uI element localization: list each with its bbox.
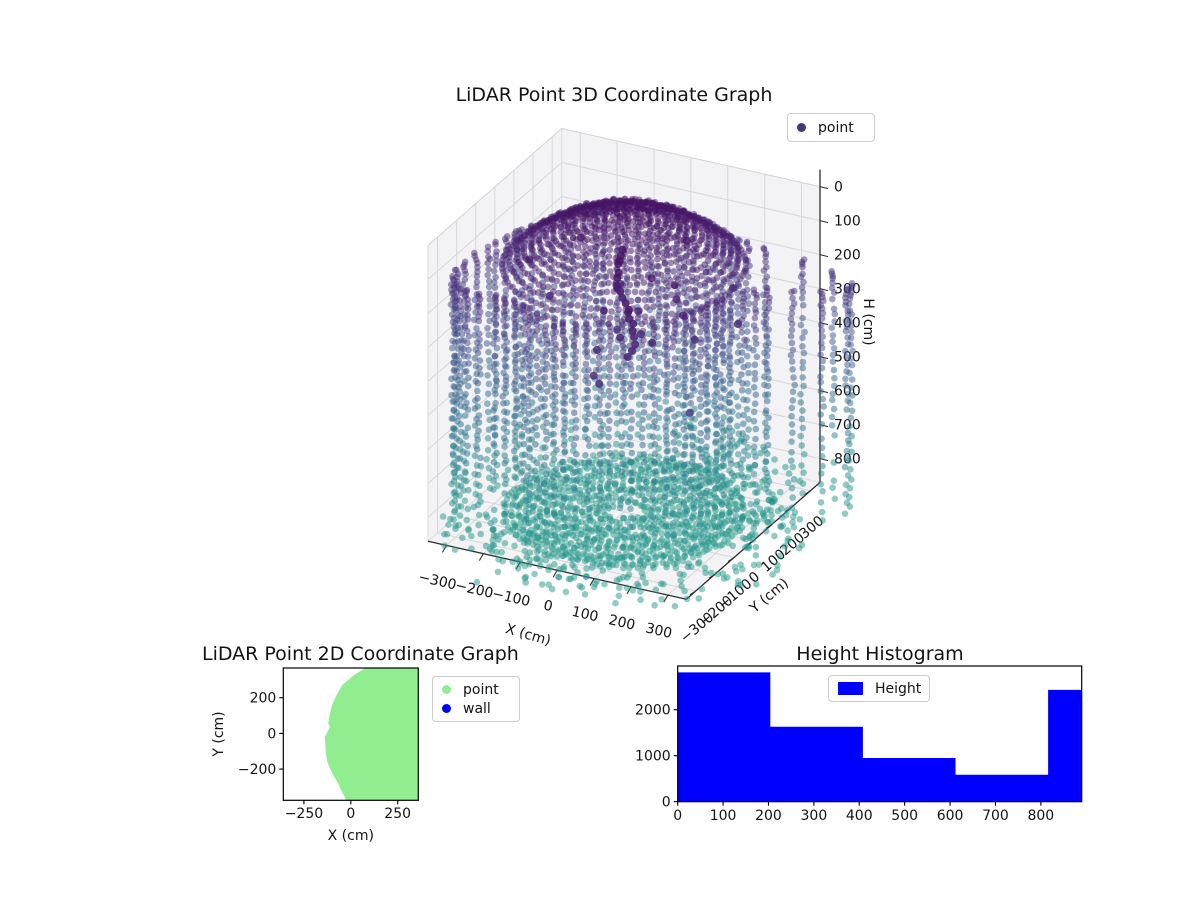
tick-mark [819, 186, 829, 190]
plot2d-title: LiDAR Point 2D Coordinate Graph [202, 643, 519, 665]
hist-legend: Height [828, 675, 930, 702]
plot3d-legend: point [787, 113, 875, 142]
plot2d-legend-label-point: point [463, 681, 499, 698]
tick-label: 200 [607, 612, 637, 634]
legend-row: point [797, 120, 865, 136]
tick-label: 800 [1027, 808, 1054, 824]
tick-mark [478, 553, 484, 561]
legend-row: wall [442, 701, 510, 717]
tick-label: −300 [417, 569, 458, 593]
point-marker-icon [797, 123, 806, 132]
tick-mark [819, 220, 829, 224]
tick-label: 100 [834, 214, 861, 230]
tick-mark [727, 557, 735, 563]
tick-label: 1000 [635, 749, 671, 765]
tick-label: −200 [238, 762, 276, 778]
legend-row: point [442, 682, 510, 698]
tick-label: 300 [801, 808, 828, 824]
plot3d-legend-label: point [818, 119, 854, 136]
tick-mark [689, 590, 697, 596]
hist-title: Height Histogram [796, 643, 964, 665]
hist-frame [677, 665, 1083, 803]
plot2d-point-region [324, 668, 419, 801]
wall-marker-icon [442, 704, 451, 713]
tick-label: 100 [570, 604, 600, 626]
tick-label: 0 [346, 806, 355, 822]
tick-label: 0 [267, 726, 276, 742]
plot2d-legend-label-wall: wall [463, 700, 491, 717]
tick-label: 500 [891, 808, 918, 824]
tick-label: 0 [834, 180, 843, 196]
legend-row: Height [838, 680, 922, 697]
tick-label: 2000 [635, 703, 671, 719]
plot3d-point-cloud [439, 195, 856, 610]
hist-bars [677, 672, 1082, 802]
hist-legend-label: Height [875, 680, 922, 697]
tick-label: 100 [710, 808, 737, 824]
tick-mark [765, 523, 773, 529]
tick-label: 0 [542, 598, 554, 616]
tick-label: 200 [755, 808, 782, 824]
tick-mark [819, 254, 829, 258]
tick-label: 0 [662, 795, 671, 811]
tick-label: −100 [491, 586, 532, 610]
tick-label: 250 [384, 806, 411, 822]
height-swatch-icon [838, 682, 863, 695]
plot2d-x-axis-label: X (cm) [328, 828, 374, 844]
tick-mark [708, 573, 716, 579]
tick-label: 600 [937, 808, 964, 824]
tick-label: 200 [834, 248, 861, 264]
tick-label: 0 [673, 808, 682, 824]
tick-mark [552, 569, 558, 578]
hist-axes: 0 100 200 300 400 500 600 700 800 0 1000 2000 [635, 665, 1083, 824]
point-marker-icon [442, 685, 451, 694]
tick-label: 400 [846, 808, 873, 824]
plot2d-axes: −250 0 250 200 0 −200 X (cm) Y (cm) [211, 667, 419, 844]
tick-label: 200 [250, 691, 277, 707]
tick-label: 300 [644, 620, 674, 642]
plot3d-title: LiDAR Point 3D Coordinate Graph [455, 84, 773, 106]
tick-label: −250 [285, 806, 323, 822]
plot2d-legend: point wall [432, 676, 520, 722]
plot3d-h-axis-label: H (cm) [860, 298, 876, 345]
tick-mark [589, 578, 595, 586]
plot2d-y-axis-label: Y (cm) [211, 711, 227, 757]
tick-label: 700 [982, 808, 1009, 824]
